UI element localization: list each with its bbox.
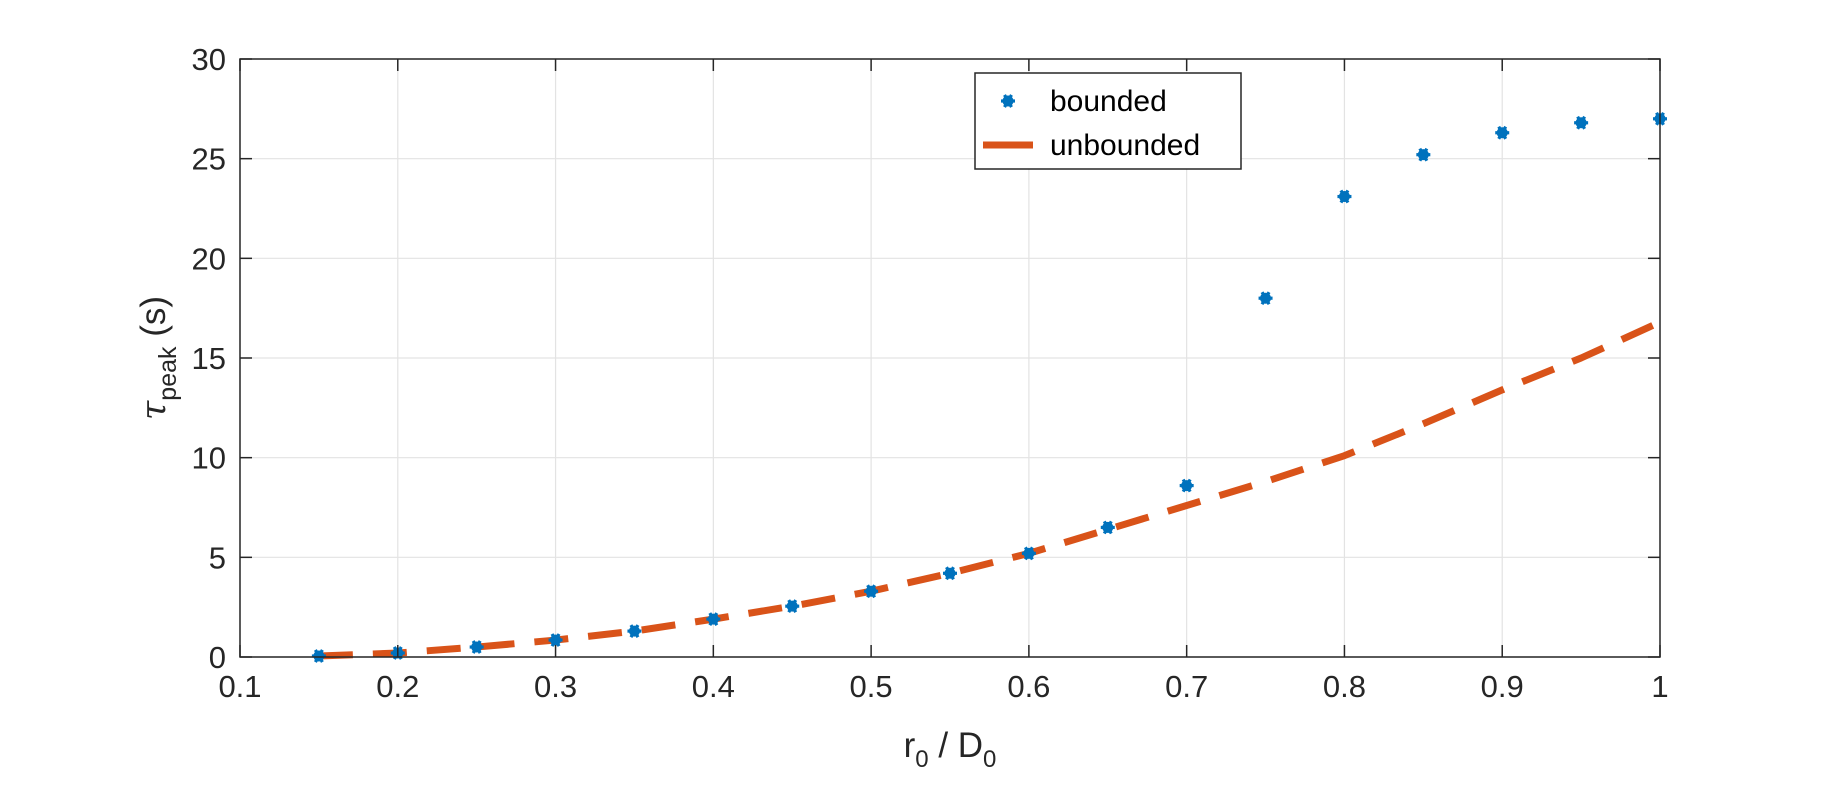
y-tick-label: 5 — [209, 540, 226, 575]
data-point-bounded — [864, 584, 879, 599]
data-point-bounded — [1100, 520, 1115, 535]
legend-marker-bounded — [1001, 94, 1015, 108]
y-axis-label-sub: peak — [154, 346, 182, 401]
data-point-bounded — [785, 599, 800, 614]
legend-box — [974, 72, 1242, 170]
y-tick-label: 0 — [209, 640, 226, 675]
legend-label-unbounded: unbounded — [1050, 129, 1200, 162]
y-axis-label: τpeak (s) — [134, 296, 182, 420]
data-point-bounded — [1021, 546, 1036, 561]
y-tick-label: 25 — [192, 142, 226, 177]
x-axis-label-mid: / D — [929, 726, 983, 765]
data-point-bounded — [706, 612, 721, 626]
series-line-unbounded — [318, 318, 1662, 660]
legend-asterisk — [1001, 94, 1015, 108]
data-point-bounded — [1574, 115, 1589, 130]
data-point-bounded — [1495, 125, 1510, 140]
x-tick-label: 0.2 — [376, 669, 419, 704]
x-tick-label: 0.6 — [1007, 669, 1050, 704]
x-tick-label: 0.4 — [692, 669, 735, 704]
data-point-bounded — [469, 640, 484, 654]
data-point-bounded — [627, 624, 642, 638]
x-tick-label: 1 — [1651, 669, 1668, 704]
x-tick-label: 0.9 — [1481, 669, 1524, 704]
x-tick-label: 0.8 — [1323, 669, 1366, 704]
y-axis-label-symbol: τ — [134, 400, 174, 420]
data-point-bounded — [1416, 147, 1431, 162]
y-tick-label: 30 — [192, 42, 226, 77]
y-tick-label: 15 — [192, 341, 226, 376]
data-point-bounded — [1258, 291, 1273, 306]
legend-label-bounded: bounded — [1050, 85, 1167, 118]
x-tick-label: 0.1 — [218, 669, 261, 704]
data-point-bounded — [548, 633, 563, 647]
y-tick-label: 20 — [192, 241, 226, 276]
series-layer — [311, 111, 1667, 663]
x-axis-label-main: r — [904, 726, 916, 765]
x-tick-label: 0.3 — [534, 669, 577, 704]
data-point-bounded — [1337, 189, 1352, 204]
y-axis-label-unit: (s) — [134, 296, 173, 347]
y-tick-label: 10 — [192, 441, 226, 476]
data-point-bounded — [311, 649, 326, 663]
axes — [239, 58, 1661, 658]
x-axis-label-sub2: 0 — [983, 746, 996, 773]
x-axis-label: r0 / D0 — [904, 726, 997, 773]
x-tick-label: 0.7 — [1165, 669, 1208, 704]
legend: bounded unbounded — [974, 72, 1242, 170]
x-tick-label: 0.5 — [850, 669, 893, 704]
data-point-bounded — [1179, 478, 1194, 493]
x-axis-label-sub: 0 — [915, 746, 928, 773]
data-point-bounded — [943, 566, 957, 581]
